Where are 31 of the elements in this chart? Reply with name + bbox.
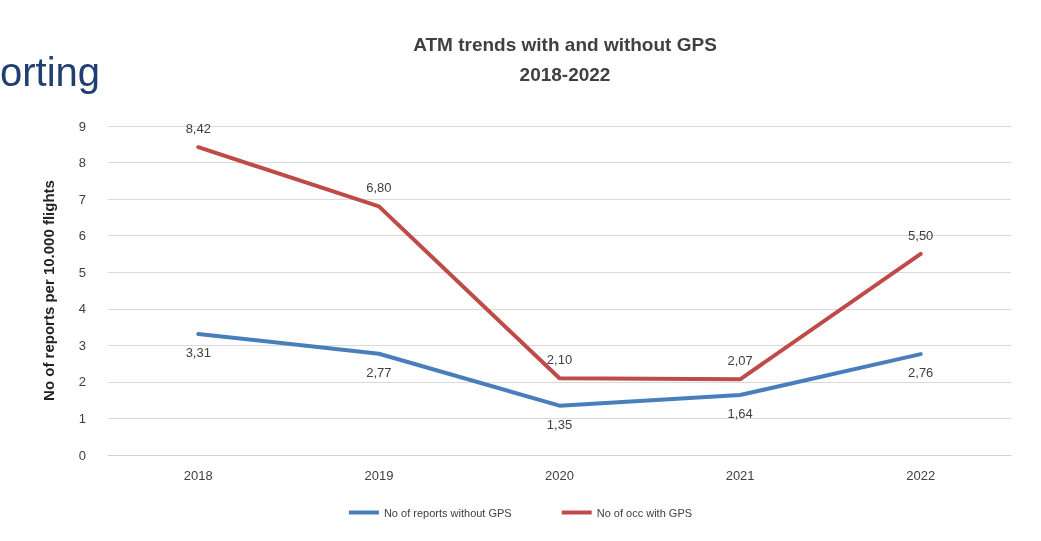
y-tick-label: 0 — [78, 447, 86, 463]
data-label: 2,77 — [366, 364, 392, 380]
text: orting — [0, 50, 101, 94]
y-tick-label: 3 — [78, 337, 86, 353]
y-tick-label: 2 — [78, 374, 86, 390]
x-tick-label: 2020 — [545, 468, 574, 483]
y-tick-label: 6 — [78, 228, 86, 244]
x-tick-label: 2018 — [183, 468, 213, 483]
legend-label: No of occ with GPS — [596, 506, 693, 519]
x-tick-label: 2022 — [906, 468, 936, 483]
y-tick-label: 5 — [78, 264, 86, 280]
data-label: 5,50 — [908, 227, 934, 243]
y-tick-label: 9 — [78, 118, 86, 134]
y-tick-label: 1 — [78, 410, 86, 426]
data-label: 8,42 — [185, 121, 211, 137]
data-label: 1,35 — [546, 416, 573, 432]
chart-title: ATM trends with and without GPS — [413, 34, 717, 55]
y-axis-title: No of reports per 10.000 flights — [40, 180, 57, 401]
x-tick-label: 2019 — [364, 468, 394, 483]
y-tick-label: 7 — [78, 191, 86, 207]
legend-label: No of reports without GPS — [383, 506, 512, 519]
data-label: 2,76 — [908, 365, 934, 381]
x-tick-label: 2021 — [725, 468, 755, 483]
data-label: 3,31 — [185, 345, 211, 360]
y-tick-label: 8 — [78, 155, 86, 171]
y-tick-label: 4 — [78, 301, 86, 317]
data-label: 6,80 — [366, 180, 392, 196]
data-label: 1,64 — [727, 406, 753, 422]
data-label: 2,10 — [546, 352, 573, 368]
chart-subtitle: 2018-2022 — [519, 64, 611, 85]
data-label: 2,07 — [727, 353, 753, 369]
